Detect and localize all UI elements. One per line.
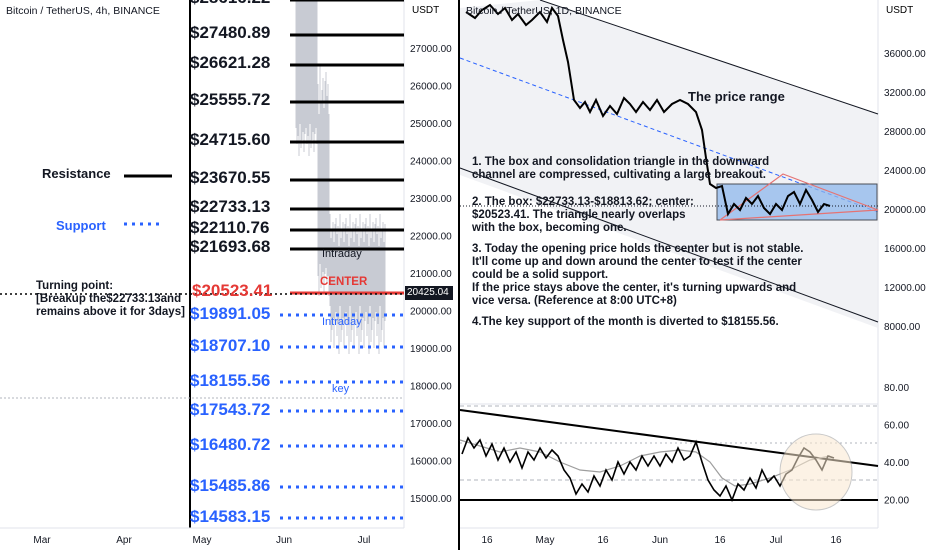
left-x-axis[interactable]: Mar Apr May Jun Jul (33, 535, 370, 546)
resistance-level-label: $27480.89 (190, 23, 271, 42)
price-range-label: The price range (688, 89, 785, 104)
note-1: 1. The box and consolidation triangle in… (472, 156, 770, 181)
left-y-tick: 16000.00 (410, 457, 452, 468)
note-3b: If the price stays above the center, it'… (472, 282, 797, 307)
osc-highlight-circle (779, 433, 853, 511)
left-y-tick: 19000.00 (410, 344, 452, 355)
right-y-tick: 8000.00 (884, 322, 921, 333)
left-y-tick: 15000.00 (410, 494, 452, 505)
annotation-key: key (332, 383, 350, 395)
left-y-tick: 24000.00 (410, 157, 452, 168)
left-y-tick: 23000.00 (410, 194, 452, 205)
annotation-intraday-top: Intraday (322, 248, 362, 260)
osc-tick: 20.00 (884, 496, 909, 507)
support-level-label: $14583.15 (190, 507, 271, 526)
right-x-tick: 16 (714, 535, 726, 546)
support-level-label: $19891.05 (190, 304, 271, 323)
right-y-axis[interactable]: 36000.00 32000.00 28000.00 24000.00 20000.00… (884, 49, 926, 333)
channel-lower-line (459, 167, 879, 323)
center-label: CENTER (320, 276, 368, 288)
left-y-tick: 25000.00 (410, 119, 452, 130)
left-y-tick: 21000.00 (410, 269, 452, 280)
left-y-tick: 18000.00 (410, 382, 452, 393)
channel-upper-line (539, 0, 879, 115)
osc-tick: 60.00 (884, 421, 909, 432)
osc-smooth-line (459, 439, 831, 487)
right-y-tick: 24000.00 (884, 166, 926, 177)
left-x-tick: Mar (33, 535, 51, 546)
support-level-label: $18155.56 (190, 371, 271, 390)
resistance-level-label: $23670.55 (190, 168, 271, 187)
annotation-intraday-bottom: Intraday (322, 316, 362, 328)
right-x-tick: Jul (770, 535, 783, 546)
turning-point-line2: [Breakup the$22733.13and (36, 293, 182, 305)
osc-tick: 80.00 (884, 383, 909, 394)
right-y-tick: 12000.00 (884, 283, 926, 294)
consolidation-triangle (719, 173, 879, 221)
note-2: 2. The box: $22733.13-$18813.62; center:… (472, 196, 694, 234)
right-currency-label: USDT (886, 5, 914, 16)
left-levels (280, 0, 404, 520)
right-osc-axis[interactable]: 80.00 60.00 40.00 20.00 (884, 383, 909, 507)
left-y-tick: 26000.00 (410, 82, 452, 93)
left-y-tick: 17000.00 (410, 419, 452, 430)
right-x-tick: 16 (830, 535, 842, 546)
left-x-tick: May (193, 535, 212, 546)
support-level-label: $15485.86 (190, 476, 271, 495)
left-x-tick: Jun (276, 535, 292, 546)
left-chart-title: Bitcoin / TetherUS, 4h, BINANCE (6, 5, 160, 17)
left-y-tick: 27000.00 (410, 44, 452, 55)
osc-rsi-line (461, 436, 835, 503)
support-level-label: $16480.72 (190, 435, 271, 454)
resistance-level-label: $21693.68 (190, 237, 271, 256)
resistance-level-label: $26621.28 (190, 53, 271, 72)
right-x-tick: 16 (597, 535, 609, 546)
right-y-tick: 36000.00 (884, 49, 926, 60)
osc-tick: 40.00 (884, 458, 909, 469)
right-y-tick: 28000.00 (884, 127, 926, 138)
note-3: 3. Today the opening price holds the cen… (472, 243, 804, 281)
note-4: 4.The key support of the month is divert… (472, 316, 779, 328)
turning-point-line1: Turning point: (36, 280, 114, 292)
right-x-tick: May (536, 535, 555, 546)
left-currency-label: USDT (412, 5, 440, 16)
resistance-level-label: $24715.60 (190, 130, 271, 149)
resistance-level-label: $22733.13 (190, 197, 271, 216)
right-y-tick: 16000.00 (884, 244, 926, 255)
left-y-axis[interactable]: 27000.00 26000.00 25000.00 24000.00 23000.00… (410, 44, 452, 505)
right-x-axis[interactable]: 16 May 16 Jun 16 Jul 16 (481, 535, 842, 546)
legend-resistance-label: Resistance (42, 166, 111, 181)
right-y-tick: 20000.00 (884, 205, 926, 216)
daily-price-line (465, 3, 831, 217)
current-price-badge (405, 286, 453, 300)
right-x-tick: 16 (481, 535, 493, 546)
right-y-tick: 32000.00 (884, 88, 926, 99)
support-level-label: $17543.72 (190, 400, 271, 419)
right-chart-title: Bitcoin / TetherUS, 1D, BINANCE (466, 5, 622, 17)
left-x-tick: Jul (358, 535, 371, 546)
turning-point-line3: remains above it for 3days] (36, 306, 185, 318)
left-x-tick: Apr (116, 535, 132, 546)
notes-box: 1. The box and consolidation triangle in… (472, 156, 808, 335)
left-y-tick: 20000.00 (410, 307, 452, 318)
downward-channel-fill (460, 0, 878, 328)
center-level-label: $20523.41 (192, 281, 273, 300)
resistance-level-label: $28616.22 (190, 0, 270, 8)
resistance-level-label: $25555.72 (190, 90, 271, 109)
support-level-label: $18707.10 (190, 336, 271, 355)
left-y-tick: 22000.00 (410, 232, 452, 243)
left-candles (295, 0, 386, 354)
right-x-tick: Jun (652, 535, 668, 546)
legend-support-label: Support (56, 218, 106, 233)
current-price-label: 20425.04 (407, 287, 449, 298)
resistance-level-label: $22110.76 (190, 218, 270, 237)
